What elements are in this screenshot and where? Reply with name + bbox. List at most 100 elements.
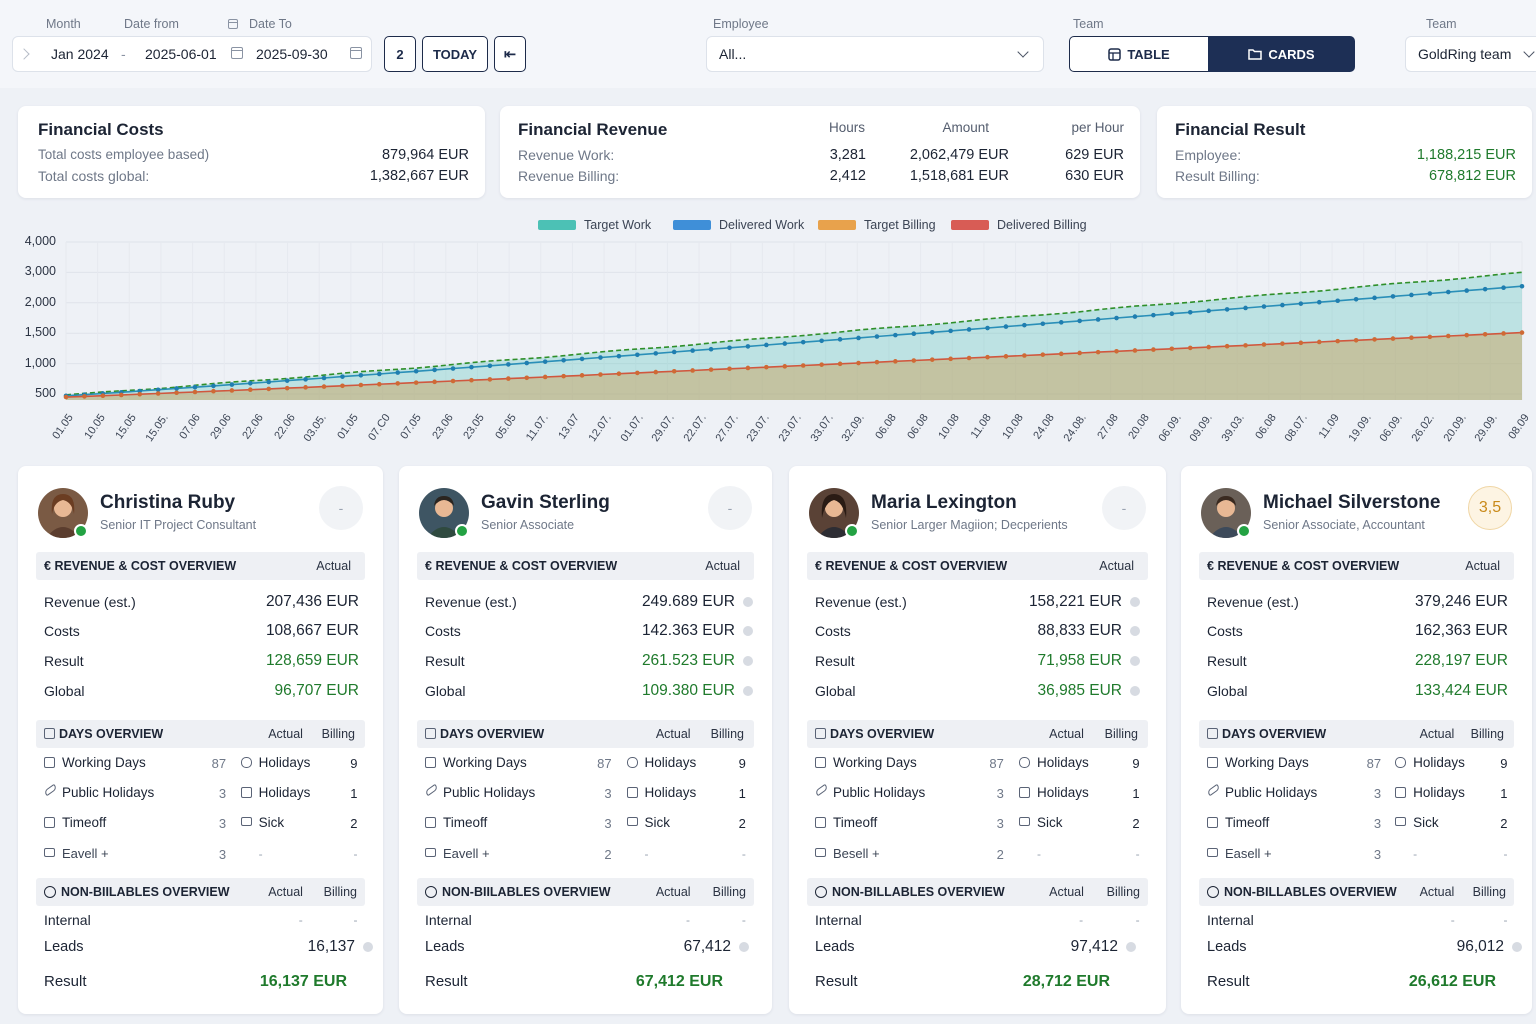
delivered-billing-point[interactable]	[432, 379, 437, 385]
delivered-billing-point[interactable]	[1077, 350, 1082, 356]
delivered-billing-point[interactable]	[118, 392, 124, 398]
delivered-billing-point[interactable]	[1445, 333, 1451, 339]
delivered-billing-point[interactable]	[874, 359, 880, 365]
delivered-billing-point[interactable]	[395, 381, 401, 386]
info-icon[interactable]	[363, 942, 373, 952]
delivered-work-point[interactable]	[358, 373, 364, 378]
delivered-work-point[interactable]	[1390, 294, 1396, 299]
delivered-billing-point[interactable]	[358, 382, 364, 388]
delivered-billing-point[interactable]	[1335, 338, 1340, 344]
view-table-button[interactable]: TABLE	[1069, 36, 1209, 72]
delivered-billing-point[interactable]	[1501, 331, 1506, 336]
info-icon[interactable]	[743, 656, 753, 666]
delivered-billing-point[interactable]	[616, 371, 622, 377]
month-input[interactable]: Jan 2024	[51, 46, 109, 62]
delivered-billing-point[interactable]	[229, 388, 235, 393]
delivered-work-point[interactable]	[1095, 317, 1101, 322]
delivered-billing-point[interactable]	[1482, 331, 1488, 337]
delivered-billing-point[interactable]	[1151, 347, 1156, 352]
info-icon[interactable]	[743, 626, 753, 636]
delivered-billing-point[interactable]	[1187, 345, 1193, 351]
avatar[interactable]	[809, 488, 859, 538]
rating-badge[interactable]: -	[319, 486, 363, 530]
employee-name[interactable]: Gavin Sterling	[481, 492, 610, 513]
delivered-work-point[interactable]	[1003, 324, 1009, 329]
delivered-billing-point[interactable]	[1224, 343, 1230, 349]
delivered-billing-point[interactable]	[690, 368, 695, 373]
delivered-work-point[interactable]	[229, 382, 235, 387]
delivered-billing-point[interactable]	[450, 378, 456, 384]
delivered-billing-point[interactable]	[1464, 332, 1470, 338]
delivered-billing-point[interactable]	[1409, 335, 1414, 341]
delivered-work-point[interactable]	[1316, 299, 1322, 305]
delivered-work-point[interactable]	[321, 375, 327, 381]
delivered-work-point[interactable]	[1022, 322, 1027, 328]
delivered-billing-point[interactable]	[506, 376, 511, 381]
delivered-billing-point[interactable]	[211, 388, 216, 394]
delivered-work-point[interactable]	[856, 335, 861, 341]
delivered-billing-point[interactable]	[1169, 346, 1175, 352]
delivered-work-point[interactable]	[966, 327, 972, 332]
delivered-work-point[interactable]	[985, 325, 990, 331]
delivered-billing-point[interactable]	[1372, 337, 1377, 342]
delivered-work-point[interactable]	[1427, 291, 1433, 296]
delivered-billing-point[interactable]	[948, 356, 953, 362]
delivered-billing-point[interactable]	[764, 364, 769, 370]
delivered-work-point[interactable]	[542, 359, 548, 364]
delivered-work-point[interactable]	[303, 377, 308, 382]
collapse-left-icon[interactable]: ⇤	[494, 36, 526, 72]
delivered-billing-point[interactable]	[635, 370, 640, 376]
delivered-work-point[interactable]	[653, 351, 659, 356]
chevron-right-icon[interactable]	[18, 48, 30, 60]
info-icon[interactable]	[1130, 597, 1140, 607]
delivered-billing-point[interactable]	[800, 363, 806, 368]
info-icon[interactable]	[1126, 942, 1136, 952]
delivered-billing-point[interactable]	[1022, 353, 1027, 358]
info-icon[interactable]	[1130, 656, 1140, 666]
employee-card[interactable]: Christina Ruby Senior IT Project Consult…	[18, 466, 383, 1014]
delivered-billing-point[interactable]	[321, 384, 327, 389]
delivered-work-point[interactable]	[1077, 318, 1082, 324]
delivered-work-point[interactable]	[284, 378, 290, 383]
delivered-billing-point[interactable]	[929, 357, 935, 362]
delivered-billing-point[interactable]	[727, 366, 732, 372]
delivered-billing-point[interactable]	[985, 354, 990, 360]
delivered-billing-point[interactable]	[174, 390, 179, 396]
delivered-work-point[interactable]	[579, 356, 585, 362]
delivered-work-point[interactable]	[837, 337, 843, 342]
delivered-work-point[interactable]	[929, 329, 935, 335]
delivered-billing-point[interactable]	[1353, 337, 1359, 343]
delivered-work-point[interactable]	[708, 346, 714, 352]
delivered-work-point[interactable]	[524, 360, 530, 366]
employee-select[interactable]: All...	[706, 36, 1044, 72]
delivered-work-point[interactable]	[1280, 302, 1285, 308]
info-icon[interactable]	[743, 597, 753, 607]
delivered-billing-point[interactable]	[1427, 334, 1433, 340]
delivered-billing-point[interactable]	[856, 360, 861, 366]
delivered-billing-point[interactable]	[1040, 352, 1046, 357]
delivered-work-point[interactable]	[155, 387, 161, 393]
info-icon[interactable]	[1130, 686, 1140, 696]
rating-badge[interactable]: -	[1102, 486, 1146, 530]
delivered-work-point[interactable]	[1224, 307, 1230, 312]
delivered-billing-point[interactable]	[819, 362, 824, 367]
employee-name[interactable]: Maria Lexington	[871, 492, 1017, 513]
delivered-work-point[interactable]	[782, 341, 788, 346]
delivered-billing-point[interactable]	[911, 358, 917, 363]
delivered-work-point[interactable]	[432, 367, 437, 373]
delivered-work-point[interactable]	[1298, 301, 1304, 306]
delivered-billing-point[interactable]	[155, 391, 161, 396]
info-icon[interactable]	[739, 942, 749, 952]
delivered-billing-point[interactable]	[653, 369, 659, 375]
delivered-billing-point[interactable]	[1261, 342, 1267, 347]
delivered-billing-point[interactable]	[708, 367, 714, 372]
delivered-work-point[interactable]	[635, 352, 640, 358]
delivered-billing-point[interactable]	[469, 377, 474, 383]
step-button[interactable]: 2	[384, 36, 416, 72]
delivered-work-point[interactable]	[800, 339, 806, 345]
delivered-work-point[interactable]	[1187, 309, 1193, 315]
delivered-work-point[interactable]	[1464, 288, 1470, 293]
delivered-work-point[interactable]	[690, 348, 695, 353]
delivered-work-point[interactable]	[1372, 295, 1377, 301]
employee-name[interactable]: Michael Silverstone	[1263, 492, 1441, 513]
